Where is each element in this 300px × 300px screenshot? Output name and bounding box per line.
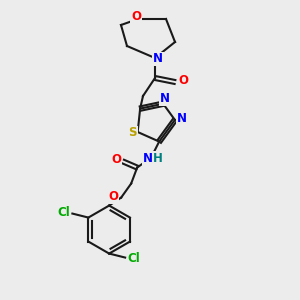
Text: H: H [153, 152, 163, 165]
Text: O: O [131, 10, 141, 22]
Text: O: O [178, 74, 188, 88]
Text: O: O [111, 153, 121, 166]
Text: Cl: Cl [128, 252, 140, 265]
Text: N: N [160, 92, 170, 105]
Text: O: O [108, 190, 118, 203]
Text: Cl: Cl [57, 206, 70, 219]
Text: N: N [177, 112, 187, 125]
Text: S: S [128, 127, 137, 140]
Text: N: N [153, 52, 163, 65]
Text: N: N [143, 152, 153, 165]
